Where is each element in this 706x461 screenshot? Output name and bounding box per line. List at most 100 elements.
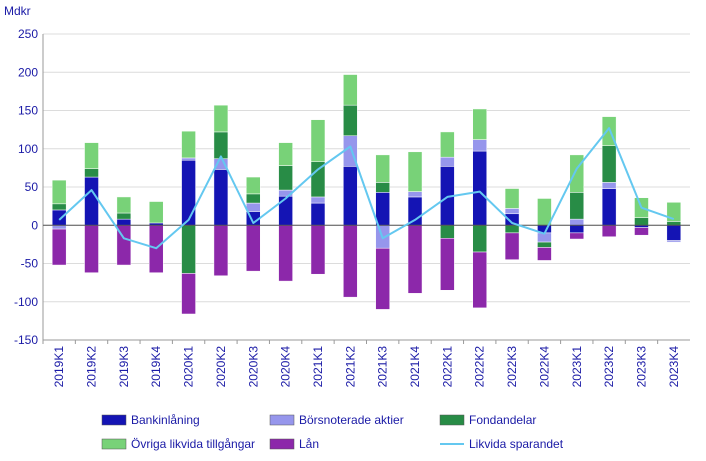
bar-ovriga-likvida-tillgangar-2022K3: [504, 188, 520, 209]
bar-lan-2022K1: [440, 238, 455, 291]
bar-lan-2020K4: [278, 225, 293, 282]
legend-swatch-ovriga-likvida-tillgangar: [101, 438, 127, 450]
bar-borsnoterade-aktier-2019K1: [51, 225, 67, 230]
x-tick-label-2022K1: 2022K1: [440, 346, 454, 388]
y-tick-label-200: 200: [18, 65, 38, 79]
bar-borsnoterade-aktier-2022K1: [440, 156, 455, 167]
bar-ovriga-likvida-tillgangar-2019K2: [84, 142, 99, 169]
x-tick-label-2021K2: 2021K2: [343, 346, 357, 388]
bar-borsnoterade-aktier-2023K1: [569, 218, 585, 226]
bar-lan-2022K2: [472, 251, 487, 309]
bar-fondandelar-2020K4: [278, 165, 293, 191]
bar-borsnoterade-aktier-2023K4: [666, 240, 682, 243]
likvida-sparandet-line-layer: [58, 127, 675, 250]
x-tick-label-2023K1: 2023K1: [570, 346, 584, 388]
y-tick-labels: 250 200 150 100 50 0 -50 -100 -150: [14, 27, 38, 347]
bar-ovriga-likvida-tillgangar-2019K3: [116, 196, 132, 214]
bar-ovriga-likvida-tillgangar-2022K2: [472, 108, 487, 140]
gridlines: [43, 33, 690, 341]
bar-bankinlaning-2019K1: [51, 209, 67, 226]
legend-label-lan: Lån: [299, 437, 319, 451]
bar-bankinlaning-2023K1: [569, 225, 585, 234]
legend-swatch-bankinlaning: [101, 414, 127, 426]
bar-segments: [51, 74, 682, 315]
bar-bankinlaning-2023K2: [601, 188, 617, 226]
x-tick-labels: 2019K1 2019K2 2019K3 2019K4 2020K1 2020K2 2020…: [52, 346, 681, 388]
legend-label-ovriga-likvida-tillgangar: Övriga likvida tillgångar: [131, 437, 255, 451]
x-tick-label-2022K2: 2022K2: [473, 346, 487, 388]
bar-bankinlaning-2022K2: [472, 150, 487, 226]
bar-bankinlaning-2021K1: [310, 202, 326, 226]
bar-fondandelar-2023K1: [569, 192, 585, 220]
bar-lan-2021K3: [375, 247, 390, 310]
bar-lan-2022K3: [504, 232, 520, 260]
y-tick-label-100: 100: [18, 142, 38, 156]
bar-fondandelar-2021K2: [343, 104, 358, 136]
bar-fondandelar-2021K3: [375, 182, 390, 193]
y-tick-label--100: -100: [14, 295, 38, 309]
y-tick-label-50: 50: [25, 180, 39, 194]
bar-bankinlaning-2021K3: [375, 192, 390, 226]
legend-label-borsnoterade-aktier: Börsnoterade aktier: [299, 413, 404, 427]
bar-borsnoterade-aktier-2022K2: [472, 139, 487, 152]
bar-bankinlaning-2020K1: [181, 159, 196, 226]
bar-ovriga-likvida-tillgangar-2020K3: [246, 176, 261, 195]
bar-fondandelar-2022K4: [537, 241, 552, 248]
x-tick-label-2020K1: 2020K1: [182, 346, 196, 388]
bar-lan-2020K2: [213, 225, 229, 276]
x-tick-label-2022K4: 2022K4: [537, 346, 551, 388]
bar-fondandelar-2019K3: [116, 212, 132, 220]
bar-bankinlaning-2019K3: [116, 218, 132, 226]
x-tick-label-2020K4: 2020K4: [279, 346, 293, 388]
bar-borsnoterade-aktier-2020K3: [246, 202, 261, 212]
bar-fondandelar-2022K1: [440, 225, 455, 239]
bar-lan-2020K3: [246, 225, 261, 272]
bar-fondandelar-2022K3: [504, 225, 520, 234]
y-tick-label--150: -150: [14, 333, 38, 347]
bar-lan-2021K2: [343, 225, 358, 298]
bar-lan-2023K1: [569, 232, 585, 240]
bar-ovriga-likvida-tillgangar-2022K1: [440, 131, 455, 158]
legend-swatch-borsnoterade-aktier: [269, 414, 295, 426]
bar-ovriga-likvida-tillgangar-2019K4: [148, 201, 164, 224]
y-tick-label-150: 150: [18, 104, 38, 118]
line-likvida-sparandet: [58, 127, 675, 250]
bar-lan-2023K3: [634, 227, 649, 236]
bar-ovriga-likvida-tillgangar-2023K1: [569, 154, 585, 193]
x-tick-label-2021K4: 2021K4: [408, 346, 422, 388]
bar-ovriga-likvida-tillgangar-2019K1: [51, 179, 67, 205]
x-tick-label-2019K3: 2019K3: [117, 346, 131, 388]
bar-fondandelar-2020K3: [246, 193, 261, 204]
bar-lan-2019K1: [51, 228, 67, 266]
x-tick-label-2022K3: 2022K3: [505, 346, 519, 388]
x-tick-label-2021K1: 2021K1: [311, 346, 325, 388]
bar-fondandelar-2023K3: [634, 217, 649, 226]
legend-swatch-lan: [269, 438, 295, 450]
bar-lan-2019K2: [84, 225, 99, 273]
bar-lan-2021K4: [407, 225, 423, 294]
legend-label-fondandelar: Fondandelar: [469, 413, 536, 427]
bar-ovriga-likvida-tillgangar-2020K2: [213, 104, 229, 133]
bar-fondandelar-2023K2: [601, 145, 617, 183]
x-tick-label-2019K1: 2019K1: [52, 346, 66, 388]
bar-fondandelar-2019K1: [51, 203, 67, 211]
y-tick-label-0: 0: [31, 218, 38, 232]
legend-label-bankinlaning: Bankinlåning: [131, 413, 200, 427]
bar-borsnoterade-aktier-2022K3: [504, 208, 520, 215]
x-tick-label-2023K2: 2023K2: [602, 346, 616, 388]
bar-lan-2022K4: [537, 247, 552, 261]
x-tick-label-2023K4: 2023K4: [667, 346, 681, 388]
bar-fondandelar-2019K2: [84, 168, 99, 178]
x-tick-label-2020K2: 2020K2: [214, 346, 228, 388]
x-tick-label-2019K2: 2019K2: [85, 346, 99, 388]
legend: Bankinlåning Börsnoterade aktier Fondandel…: [101, 413, 564, 451]
bar-bankinlaning-2020K2: [213, 169, 229, 226]
x-tick-label-2020K3: 2020K3: [246, 346, 260, 388]
bar-lan-2021K1: [310, 225, 326, 275]
bar-borsnoterade-aktier-2023K2: [601, 182, 617, 189]
bar-borsnoterade-aktier-2020K1: [181, 157, 196, 161]
bar-bankinlaning-2019K2: [84, 176, 99, 226]
bar-ovriga-likvida-tillgangar-2021K4: [407, 151, 423, 192]
bar-bankinlaning-2021K2: [343, 166, 358, 226]
bar-ovriga-likvida-tillgangar-2021K1: [310, 119, 326, 163]
